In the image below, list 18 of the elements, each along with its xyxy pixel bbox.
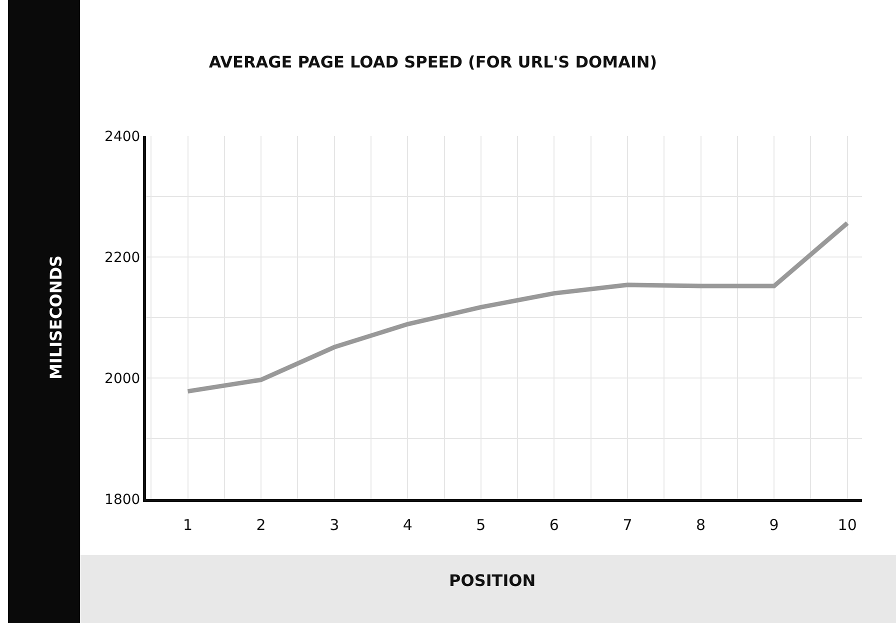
x-tick-label: 2 — [256, 516, 266, 534]
x-tick-label: 1 — [182, 516, 193, 534]
y-tick-label: 2200 — [104, 250, 140, 266]
x-tick-label: 9 — [769, 516, 779, 534]
y-tick-label: 2400 — [104, 128, 140, 145]
x-tick-label: 7 — [622, 516, 632, 534]
x-axis-title: POSITION — [449, 571, 536, 590]
y-axis-title: MILISECONDS — [46, 255, 66, 380]
x-tick-label: 6 — [549, 516, 559, 534]
x-tick-label: 3 — [330, 516, 340, 534]
line-series — [186, 220, 850, 394]
x-tick-label: 5 — [476, 516, 486, 534]
y-tick-label: 1800 — [104, 492, 140, 508]
chart-title: AVERAGE PAGE LOAD SPEED (FOR URL'S DOMAIN) — [208, 52, 658, 72]
y-tick-label: 2000 — [104, 370, 140, 387]
x-tick-label: 4 — [402, 516, 412, 534]
x-tick-label: 8 — [696, 516, 706, 534]
x-tick-label: 10 — [838, 516, 857, 534]
